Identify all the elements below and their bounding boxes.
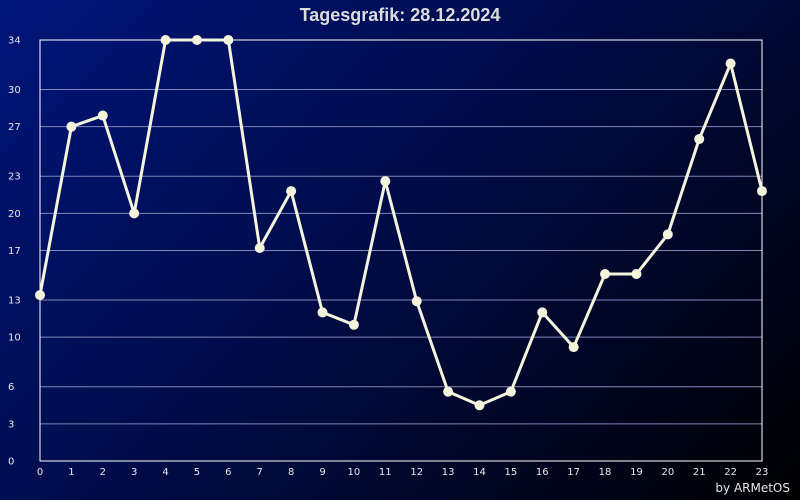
x-tick-label: 23 [756,467,769,478]
y-tick-label: 27 [8,122,21,133]
data-point [191,35,202,45]
data-point [568,342,579,353]
x-tick-label: 4 [162,467,168,478]
y-tick-label: 10 [8,333,21,344]
x-tick-label: 0 [37,467,43,478]
data-point [223,35,234,45]
x-tick-label: 18 [599,467,612,478]
plot-frame [39,39,763,462]
data-point [537,307,548,318]
x-tick-label: 19 [630,467,643,478]
y-tick-label: 20 [8,209,21,220]
x-tick-label: 16 [536,467,549,478]
x-tick-label: 21 [693,467,706,478]
data-point [66,121,77,132]
data-point [662,229,673,240]
x-tick-label: 7 [257,467,263,478]
x-tick-label: 22 [724,467,737,478]
data-point [129,208,140,219]
y-tick-label: 13 [8,296,21,307]
y-tick-label: 0 [8,457,14,468]
data-point [694,134,705,145]
data-point [286,186,297,197]
x-tick-label: 1 [68,467,74,478]
data-point [380,176,391,187]
data-point [505,386,516,397]
data-point [631,269,642,280]
x-tick-label: 13 [442,467,455,478]
x-tick-label: 10 [348,467,361,478]
y-axis-ticks: 0 3 6 10 13 17 20 23 27 30 34 [8,36,21,468]
x-tick-label: 2 [100,467,106,478]
y-tick-label: 34 [8,36,21,47]
x-tick-label: 3 [131,467,137,478]
y-tick-label: 3 [8,419,14,430]
chart-title: Tagesgrafik: 28.12.2024 [299,5,501,25]
data-point [443,386,454,397]
data-point [348,319,359,330]
data-point [317,307,328,318]
x-tick-label: 5 [194,467,200,478]
data-point [254,243,265,254]
series-line [38,38,764,407]
data-point [725,58,736,69]
data-point [160,35,171,45]
x-tick-label: 9 [319,467,325,478]
x-tick-label: 17 [567,467,580,478]
x-tick-label: 11 [379,467,392,478]
data-point [757,186,767,197]
x-axis-ticks: 0 1 2 3 4 5 6 7 8 9 10 11 12 13 14 15 16 17 18 19 20 21 22 23 [37,467,769,478]
data-point [411,296,422,307]
data-point [97,110,108,121]
x-tick-label: 12 [410,467,423,478]
data-point [35,290,45,301]
credit-label: by ARMetOS [715,481,790,495]
y-tick-label: 23 [8,172,21,183]
y-tick-label: 6 [8,382,14,393]
data-point [474,400,485,411]
y-tick-label: 17 [8,246,21,257]
x-tick-label: 6 [225,467,231,478]
x-tick-label: 14 [473,467,486,478]
x-tick-label: 15 [505,467,518,478]
x-tick-label: 8 [288,467,294,478]
x-tick-label: 20 [661,467,674,478]
data-point [600,269,611,280]
data-series [35,35,767,411]
y-tick-label: 30 [8,85,21,96]
